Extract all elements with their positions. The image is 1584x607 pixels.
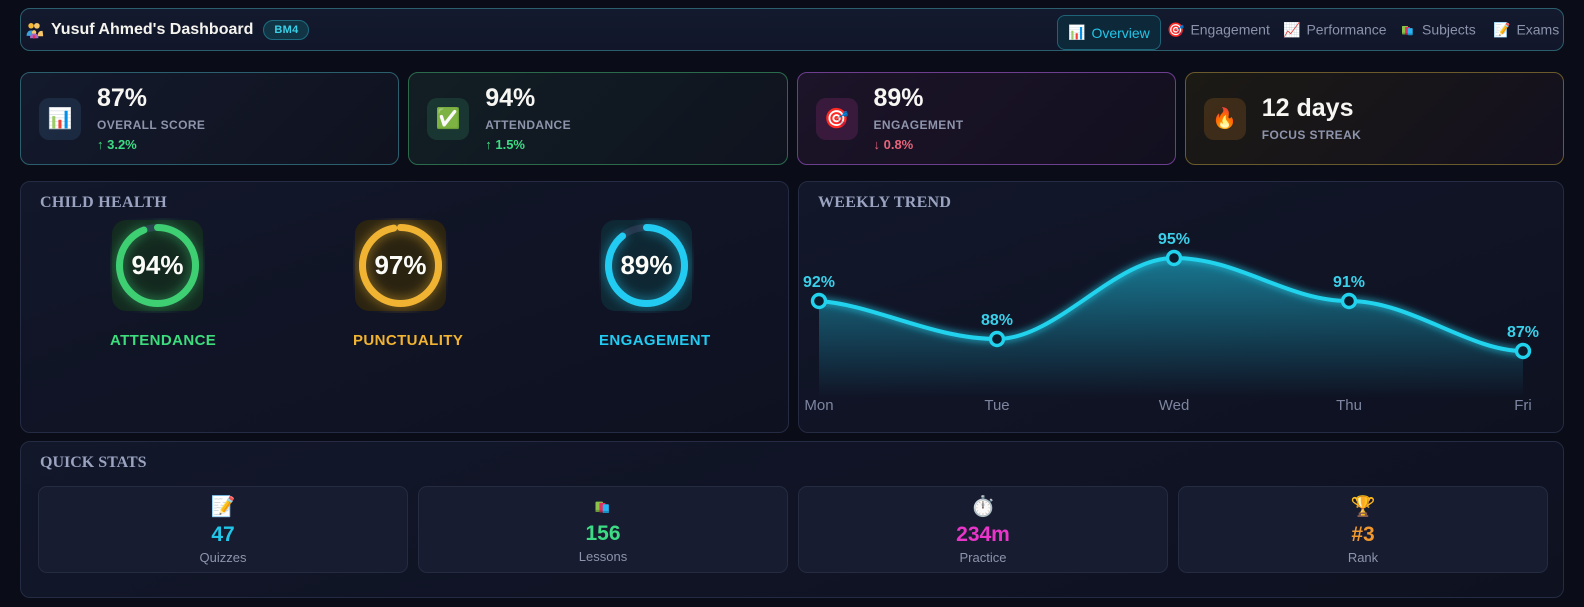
svg-text:94%: 94%: [131, 250, 183, 280]
svg-text:92%: 92%: [803, 274, 835, 291]
svg-text:88%: 88%: [981, 312, 1013, 329]
svg-text:89%: 89%: [620, 250, 672, 280]
svg-text:87%: 87%: [1507, 324, 1539, 341]
svg-text:91%: 91%: [1333, 274, 1365, 291]
svg-text:95%: 95%: [1158, 231, 1190, 248]
svg-text:97%: 97%: [374, 250, 426, 280]
